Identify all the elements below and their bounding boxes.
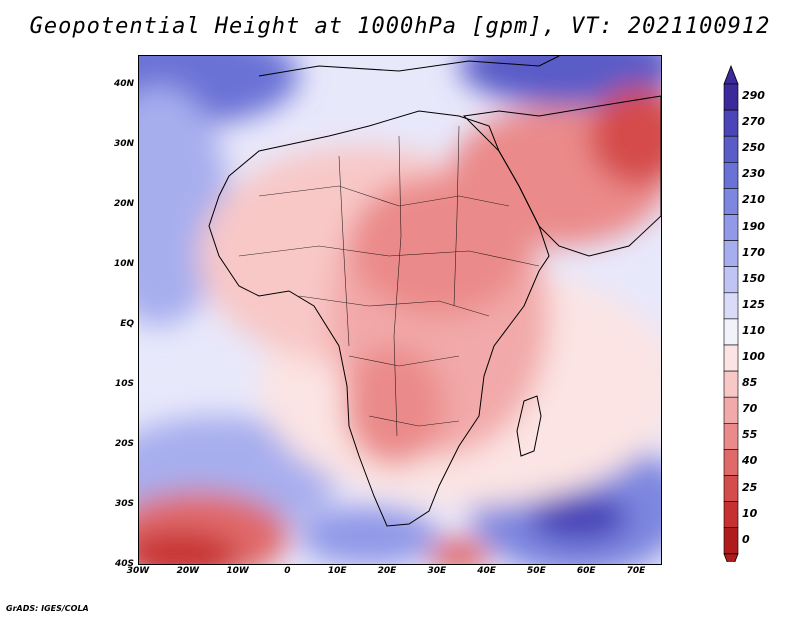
lon-label: 70E xyxy=(618,566,654,576)
colorbar-level-label: 230 xyxy=(742,167,765,180)
lat-label: EQ xyxy=(94,319,134,329)
credit-text: GrADS: IGES/COLA xyxy=(6,604,89,613)
colorbar-level-label: 110 xyxy=(742,324,765,337)
colorbar-bottom-arrow xyxy=(724,554,738,562)
lon-label: 20W xyxy=(170,566,206,576)
colorbar-level-label: 25 xyxy=(742,481,757,494)
colorbar xyxy=(720,62,800,562)
colorbar-swatch xyxy=(724,502,738,528)
lon-label: 20E xyxy=(369,566,405,576)
lat-label: 30N xyxy=(94,139,134,149)
colorbar-swatch xyxy=(724,371,738,397)
colorbar-swatch xyxy=(724,162,738,188)
lat-label: 20S xyxy=(94,439,134,449)
colorbar-swatch xyxy=(724,293,738,319)
colorbar-level-label: 170 xyxy=(742,246,765,259)
colorbar-level-label: 55 xyxy=(742,428,757,441)
colorbar-level-label: 270 xyxy=(742,115,765,128)
colorbar-level-label: 210 xyxy=(742,193,765,206)
colorbar-level-label: 290 xyxy=(742,89,765,102)
map-panel xyxy=(138,55,662,565)
colorbar-level-label: 190 xyxy=(742,220,765,233)
colorbar-swatch xyxy=(724,110,738,136)
colorbar-level-label: 40 xyxy=(742,454,757,467)
colorbar-swatch xyxy=(724,528,738,554)
colorbar-swatch xyxy=(724,267,738,293)
colorbar-level-label: 150 xyxy=(742,272,765,285)
colorbar-level-label: 85 xyxy=(742,376,757,389)
lat-label: 10N xyxy=(94,259,134,269)
colorbar-level-label: 250 xyxy=(742,141,765,154)
lat-label: 30S xyxy=(94,499,134,509)
colorbar-swatch xyxy=(724,241,738,267)
colorbar-top-arrow xyxy=(724,66,738,84)
colorbar-swatch xyxy=(724,423,738,449)
colorbar-swatch xyxy=(724,397,738,423)
colorbar-level-label: 70 xyxy=(742,402,757,415)
lon-label: 10E xyxy=(319,566,355,576)
geopotential-height-map xyxy=(139,56,661,564)
lon-label: 60E xyxy=(568,566,604,576)
lon-label: 10W xyxy=(220,566,256,576)
lat-label: 20N xyxy=(94,199,134,209)
colorbar-swatch xyxy=(724,319,738,345)
lon-label: 50E xyxy=(518,566,554,576)
colorbar-level-label: 100 xyxy=(742,350,765,363)
lon-label: 40E xyxy=(469,566,505,576)
lon-label: 30W xyxy=(120,566,156,576)
lat-label: 10S xyxy=(94,379,134,389)
lon-label: 30E xyxy=(419,566,455,576)
colorbar-swatch xyxy=(724,136,738,162)
lat-label: 40N xyxy=(94,79,134,89)
colorbar-level-label: 10 xyxy=(742,507,757,520)
colorbar-swatch xyxy=(724,345,738,371)
map-title: Geopotential Height at 1000hPa [gpm], VT… xyxy=(0,14,800,39)
colorbar-swatch xyxy=(724,476,738,502)
lon-label: 0 xyxy=(269,566,305,576)
colorbar-swatch xyxy=(724,84,738,110)
colorbar-swatch xyxy=(724,215,738,241)
colorbar-swatch xyxy=(724,188,738,214)
colorbar-level-label: 125 xyxy=(742,298,765,311)
colorbar-swatch xyxy=(724,449,738,475)
colorbar-level-label: 0 xyxy=(742,533,750,546)
